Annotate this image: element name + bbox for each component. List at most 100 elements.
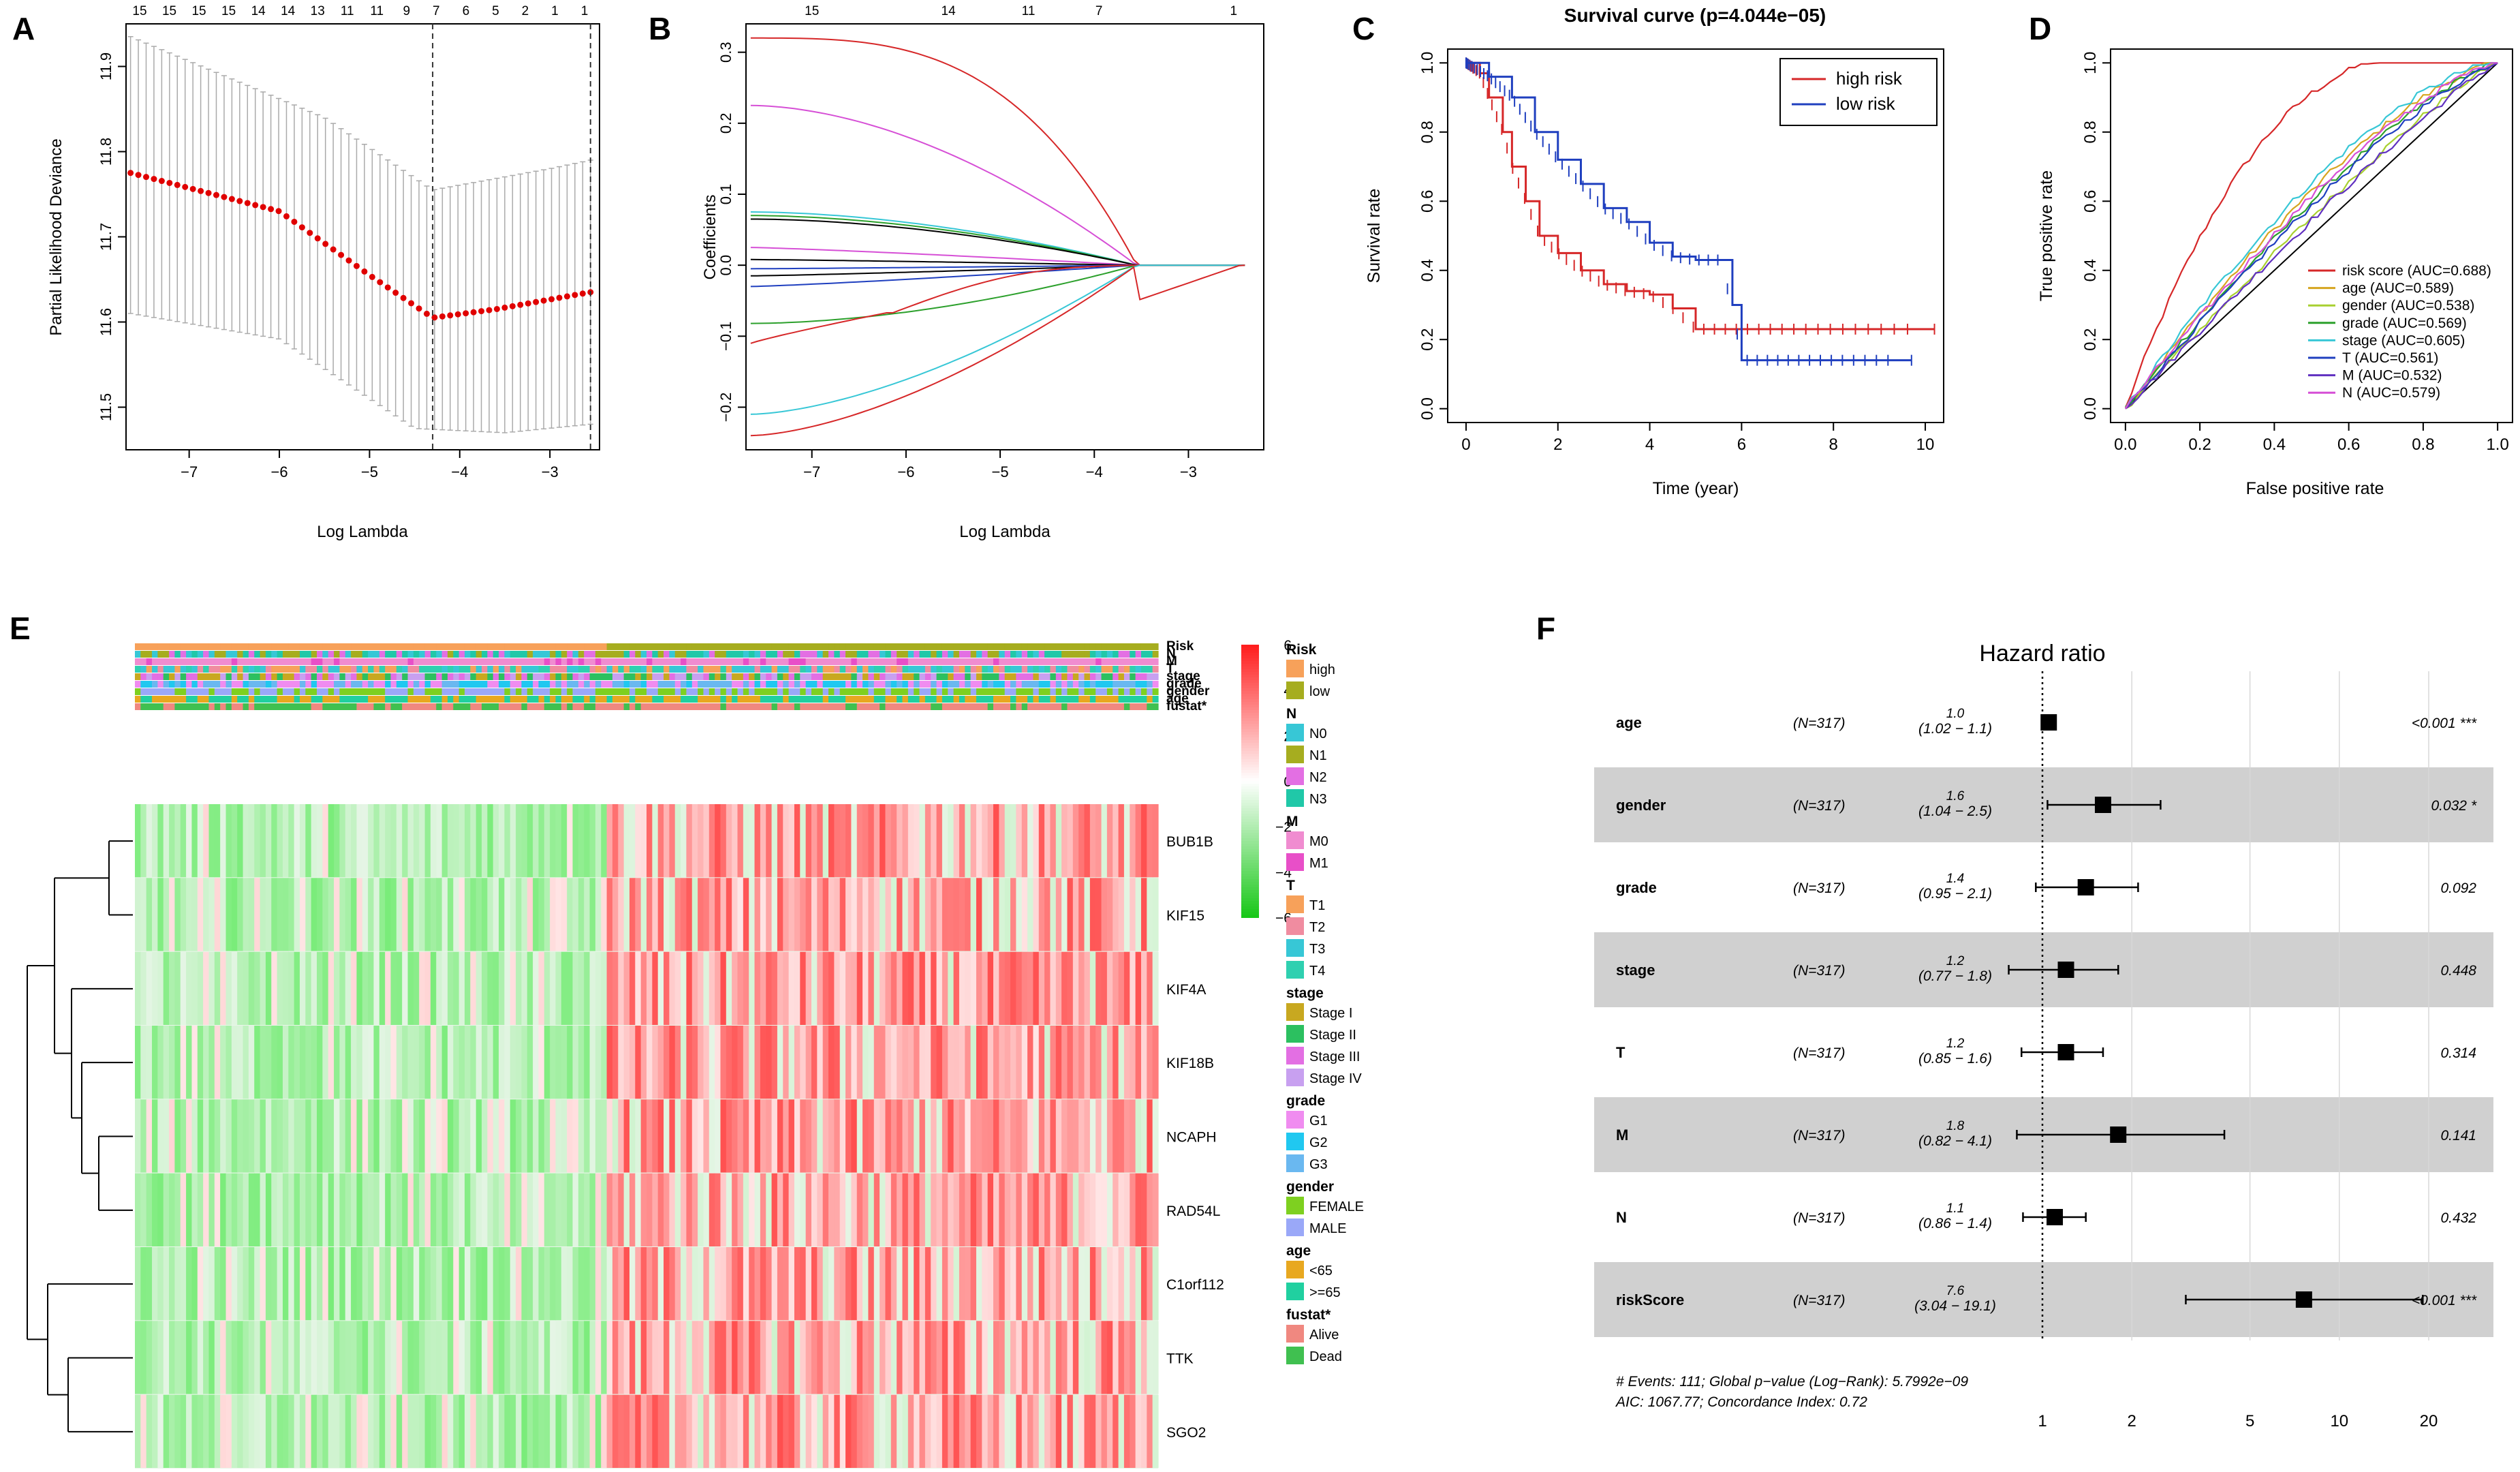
e-annotation-cell [453,651,460,658]
e-annotation-cell [698,696,704,703]
e-annotation-cell [385,703,392,710]
e-annotation-cell [732,651,738,658]
e-heat-cell [1101,804,1108,878]
e-annotation-cell [839,681,846,688]
e-annotation-cell [379,696,386,703]
e-heat-cell [385,1026,392,1099]
e-heat-cell [197,878,204,951]
e-annotation-cell [441,651,448,658]
e-heat-cell [657,1173,664,1246]
e-annotation-cell [499,688,505,695]
e-annotation-cell [277,696,283,703]
e-heat-cell [737,1173,744,1246]
f-p-label: <0.001 *** [2412,1293,2477,1308]
e-annotation-cell [805,658,812,665]
e-annotation-cell [800,673,807,680]
e-legend-label: N3 [1309,792,1327,807]
e-heat-cell [834,1026,841,1099]
e-annotation-cell [1021,666,1028,673]
e-annotation-cell [476,666,482,673]
a-mean-point [189,185,196,192]
e-annotation-cell [243,703,249,710]
e-annotation-cell [208,703,215,710]
e-heat-cell [248,1099,255,1173]
e-heat-cell [931,1247,937,1321]
e-annotation-cell [328,696,335,703]
e-annotation-cell [931,651,937,658]
e-annotation-cell [368,703,375,710]
e-annotation-cell [1078,673,1085,680]
e-annotation-cell [373,696,380,703]
e-heat-cell [640,1394,647,1468]
e-annotation-cell [305,658,312,665]
e-heat-cell [1010,878,1016,951]
e-heat-cell [1050,1099,1057,1173]
e-annotation-cell [914,666,920,673]
e-scale-step [1241,645,1259,648]
e-annotation-cell [589,643,596,650]
e-heat-cell [339,804,346,878]
e-heat-cell [458,1394,465,1468]
e-legend-label: high [1309,662,1335,677]
e-annotation-cell [322,643,329,650]
e-annotation-cell [152,688,158,695]
e-annotation-cell [1055,681,1062,688]
e-annotation-cell [777,643,783,650]
e-heat-cell [822,1099,829,1173]
e-annotation-cell [305,681,312,688]
e-heat-cell [948,1099,954,1173]
e-heat-cell [220,1321,227,1394]
e-heat-cell [499,951,505,1025]
e-heat-cell [1140,1173,1147,1246]
e-annotation-cell [470,666,477,673]
e-heat-cell [220,878,227,951]
e-annotation-cell [1050,658,1057,665]
e-heat-cell [407,1247,414,1321]
e-annotation-cell [345,703,352,710]
e-annotation-cell [1010,643,1016,650]
e-annotation-cell [499,696,505,703]
e-heat-cell [1147,951,1153,1025]
e-annotation-cell [868,696,875,703]
e-heat-cell [1061,951,1068,1025]
e-heat-cell [191,1099,198,1173]
c-xtick-label: 6 [1737,435,1746,454]
e-heat-cell [760,1026,766,1099]
e-annotation-cell [606,666,613,673]
e-annotation-cell [794,666,800,673]
e-annotation-cell [368,681,375,688]
e-annotation-cell [140,681,147,688]
e-heat-cell [214,804,221,878]
e-annotation-cell [1095,696,1102,703]
e-annotation-cell [328,703,335,710]
e-annotation-cell [657,651,664,658]
e-heat-cell [1033,951,1040,1025]
e-heat-cell [458,1173,465,1246]
e-annotation-cell [561,658,567,665]
e-heat-cell [424,804,431,878]
e-annotation-cell [924,666,931,673]
e-annotation-cell [629,666,636,673]
e-heat-cell [561,1173,567,1246]
e-heat-cell [982,878,989,951]
e-annotation-cell [754,643,761,650]
e-annotation-cell [225,688,232,695]
e-heat-cell [1130,951,1136,1025]
e-annotation-cell [715,703,721,710]
e-annotation-cell [720,673,727,680]
e-heat-cell [907,1394,914,1468]
e-annotation-cell [282,666,289,673]
e-annotation-cell [572,658,579,665]
e-annotation-cell [953,643,960,650]
e-heat-cell [1152,1247,1159,1321]
e-heat-cell [482,1099,488,1173]
e-heat-cell [1106,1026,1113,1099]
e-annotation-cell [959,703,965,710]
e-heat-cell [902,804,909,878]
e-heat-cell [470,804,477,878]
e-heat-cell [334,951,340,1025]
e-annotation-cell [390,703,397,710]
e-annotation-cell [737,681,744,688]
e-heat-cell [487,1026,494,1099]
e-heat-cell [390,1321,397,1394]
